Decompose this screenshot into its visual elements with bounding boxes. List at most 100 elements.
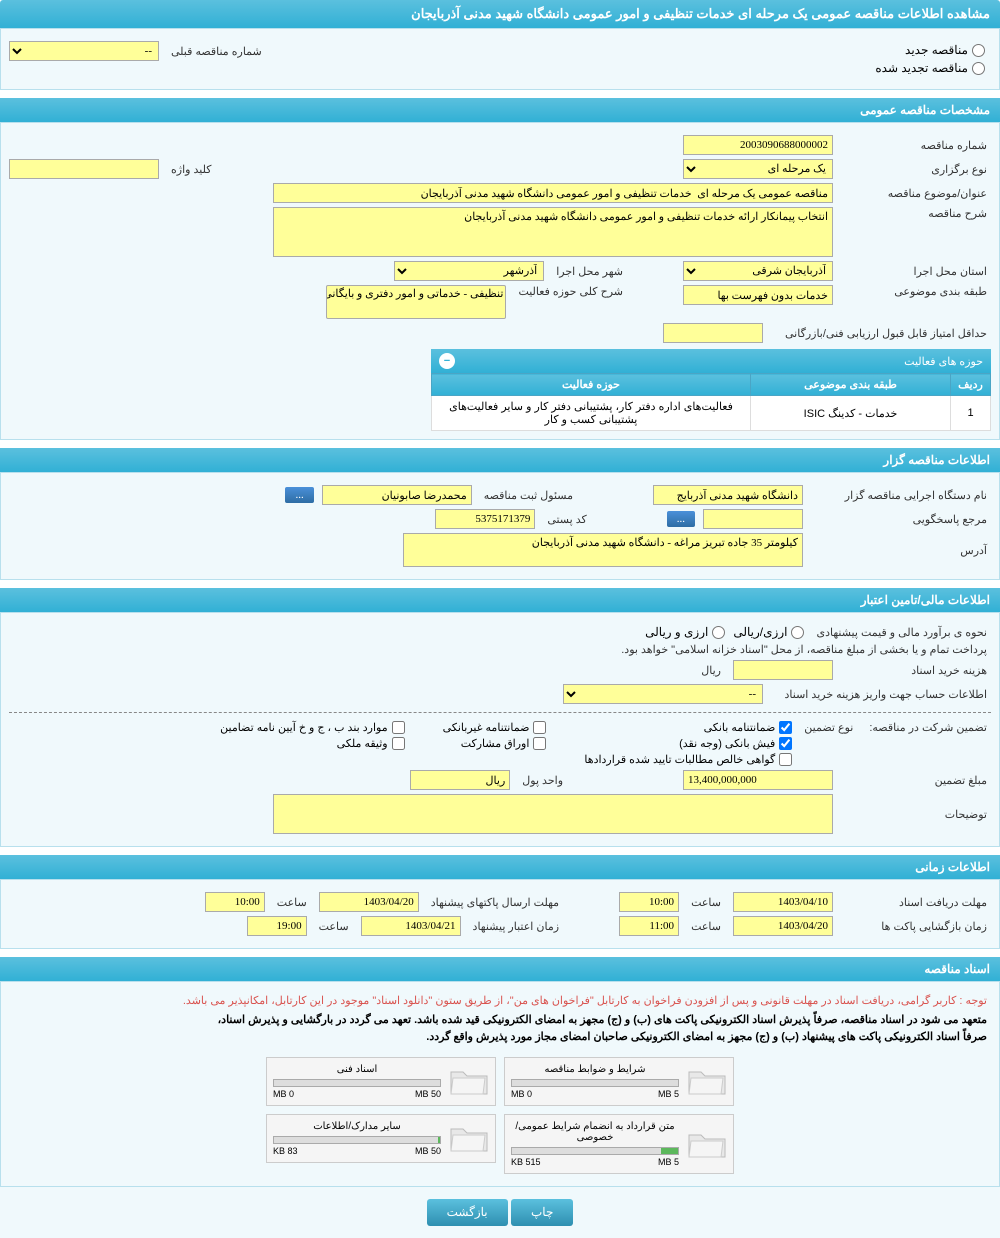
doc-cost-input[interactable] [733,660,833,680]
cb-securities[interactable] [533,737,546,750]
cb-property[interactable] [392,737,405,750]
col-row: ردیف [951,374,991,396]
opening-time[interactable] [619,916,679,936]
folder-icon [687,1127,727,1162]
envelope-send-date[interactable] [319,892,419,912]
tender-type-section: مناقصه جدید مناقصه تجدید شده شماره مناقص… [0,28,1000,90]
cb-bank-receipt-label: فیش بانکی (وجه نقد) [679,737,775,750]
time-info-header: اطلاعات زمانی [0,855,1000,879]
tenderer-info-header: اطلاعات مناقصه گزار [0,448,1000,472]
description-label: شرح مناقصه [841,207,991,220]
file-progress [511,1147,679,1155]
time-label-3: ساعت [687,920,725,933]
back-button[interactable]: بازگشت [427,1199,508,1226]
guarantee-amount-input[interactable] [683,770,833,790]
province-select[interactable]: آذربایجان شرقی [683,261,833,281]
province-label: استان محل اجرا [841,265,991,278]
validity-label: زمان اعتبار پیشنهاد [469,920,564,933]
file-max: 5 MB [658,1089,679,1099]
validity-date[interactable] [361,916,461,936]
file-title: سایر مدارک/اطلاعات [273,1121,441,1132]
radio-foreign-label: ارزی و ریالی [645,625,708,639]
account-info-label: اطلاعات حساب جهت واریز هزینه خرید اسناد [771,688,991,701]
treasury-note: پرداخت تمام و یا بخشی از مبلغ مناقصه، از… [617,643,991,656]
prev-tender-select[interactable]: -- [9,41,159,61]
cb-regulations-label: موارد بند ب ، ج و خ آیین نامه تضامین [220,721,387,734]
activity-scope-label: شرح کلی حوزه فعالیت [514,285,627,298]
validity-time[interactable] [247,916,307,936]
file-used: 0 MB [273,1089,294,1099]
time-label-4: ساعت [315,920,353,933]
min-score-input[interactable] [663,323,763,343]
holding-type-select[interactable]: یک مرحله ای [683,159,833,179]
file-used: 515 KB [511,1157,541,1167]
contact-more-button[interactable]: ... [667,511,695,527]
keyword-input[interactable] [9,159,159,179]
subject-input[interactable] [273,183,833,203]
guarantee-label: تضمین شرکت در مناقصه: [865,721,991,734]
cb-nonbank[interactable] [533,721,546,734]
description-textarea[interactable] [273,207,833,257]
radio-new-tender[interactable] [972,44,985,57]
table-row: 1 خدمات - کدینگ ISIC فعالیت‌های اداره دف… [432,396,991,431]
currency-unit-input[interactable] [410,770,510,790]
envelope-send-label: مهلت ارسال پاکتهای پیشنهاد [427,896,563,909]
file-box[interactable]: متن قرارداد به انضمام شرایط عمومی/خصوصی 5… [504,1114,734,1174]
cb-nonbank-label: ضمانتنامه غیربانکی [443,721,530,734]
contact-input[interactable] [703,509,803,529]
envelope-send-time[interactable] [205,892,265,912]
radio-rial[interactable] [791,626,804,639]
file-box[interactable]: سایر مدارک/اطلاعات50 MB83 KB [266,1114,496,1163]
financial-info-section: نحوه ی برآورد مالی و قیمت پیشنهادی ارزی/… [0,612,1000,847]
radio-renewed-tender[interactable] [972,62,985,75]
activity-scope-select[interactable]: تنظیفی - خدماتی و امور دفتری و بایگانی و [326,285,506,319]
print-button[interactable]: چاپ [511,1199,573,1226]
contact-label: مرجع پاسخگویی [811,513,991,526]
file-box[interactable]: شرایط و ضوابط مناقصه5 MB0 MB [504,1057,734,1106]
opening-date[interactable] [733,916,833,936]
cb-bank-receipt[interactable] [779,737,792,750]
file-progress [511,1079,679,1087]
category-input[interactable] [683,285,833,305]
notes-textarea[interactable] [273,794,833,834]
doc-receipt-date[interactable] [733,892,833,912]
tenderer-info-section: نام دستگاه اجرایی مناقصه گزار مسئول ثبت … [0,472,1000,580]
file-max: 50 MB [415,1146,441,1156]
doc-receipt-label: مهلت دریافت اسناد [841,896,991,909]
address-textarea[interactable] [403,533,803,567]
file-title: متن قرارداد به انضمام شرایط عمومی/خصوصی [511,1121,679,1143]
action-buttons: چاپ بازگشت [0,1187,1000,1238]
general-info-header: مشخصات مناقصه عمومی [0,98,1000,122]
folder-icon [687,1064,727,1099]
tender-type-radio-group: مناقصه جدید مناقصه تجدید شده [869,37,991,81]
org-input[interactable] [653,485,803,505]
collapse-icon[interactable]: − [439,353,455,369]
subject-label: عنوان/موضوع مناقصه [841,187,991,200]
registrar-more-button[interactable]: ... [285,487,313,503]
guarantee-amount-label: مبلغ تضمین [841,774,991,787]
radio-foreign[interactable] [712,626,725,639]
activity-fields-table: ردیف طبقه بندی موضوعی حوزه فعالیت 1 خدما… [431,373,991,431]
cb-bank-guarantee[interactable] [779,721,792,734]
doc-receipt-time[interactable] [619,892,679,912]
cb-regulations[interactable] [392,721,405,734]
account-select[interactable]: -- [563,684,763,704]
col-activity: حوزه فعالیت [432,374,751,396]
notice-black-1: متعهد می شود در اسناد مناقصه، صرفاً پذیر… [9,1011,991,1028]
notice-red: توجه : کاربر گرامی، دریافت اسناد در مهلت… [9,990,991,1011]
city-select[interactable]: آذرشهر [394,261,544,281]
time-label-1: ساعت [687,896,725,909]
time-info-section: مهلت دریافت اسناد ساعت مهلت ارسال پاکتها… [0,879,1000,949]
cb-securities-label: اوراق مشارکت [461,737,530,750]
postal-input[interactable] [435,509,535,529]
general-info-section: شماره مناقصه نوع برگزاری یک مرحله ای کلی… [0,122,1000,440]
registrar-input[interactable] [322,485,472,505]
file-title: اسناد فنی [273,1064,441,1075]
tender-number-input[interactable] [683,135,833,155]
file-box[interactable]: اسناد فنی 50 MB 0 MB [266,1057,496,1106]
tender-number-label: شماره مناقصه [841,139,991,152]
cb-net-claims[interactable] [779,753,792,766]
file-max: 50 MB [415,1089,441,1099]
prev-tender-label: شماره مناقصه قبلی [167,45,266,58]
doc-cost-label: هزینه خرید اسناد [841,664,991,677]
